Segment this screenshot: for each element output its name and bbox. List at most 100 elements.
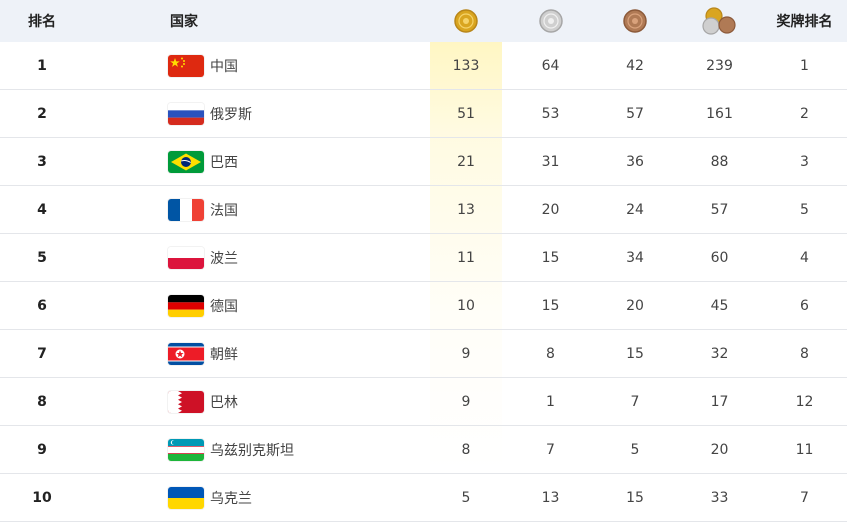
gold-count: 21 [424, 137, 508, 186]
bronze-count: 36 [593, 137, 677, 186]
silver-count: 64 [508, 42, 593, 90]
rank-cell: 8 [0, 377, 84, 426]
bronze-count: 24 [593, 185, 677, 234]
medal-rank-cell: 6 [762, 281, 847, 330]
silver-count: 15 [508, 233, 593, 282]
rank-cell: 5 [0, 233, 84, 282]
country-name[interactable]: 巴林 [210, 394, 238, 411]
bronze-count: 34 [593, 233, 677, 282]
medal-rank-header[interactable]: 奖牌排名 [762, 0, 847, 42]
rank-cell: 4 [0, 185, 84, 234]
silver-count: 20 [508, 185, 593, 234]
total-count: 32 [677, 329, 762, 378]
gold-count: 8 [424, 425, 508, 474]
country-name[interactable]: 朝鲜 [210, 346, 238, 363]
total-count: 57 [677, 185, 762, 234]
rank-cell: 3 [0, 137, 84, 186]
country-cell[interactable]: 巴林 [84, 377, 424, 426]
country-name[interactable]: 德国 [210, 298, 238, 315]
russia-flag-icon [168, 102, 204, 125]
rank-cell: 9 [0, 425, 84, 474]
country-cell[interactable]: 中国 [84, 42, 424, 90]
table-row[interactable]: 9 乌兹别克斯坦 8 7 5 20 11 [0, 425, 847, 474]
rank-cell: 2 [0, 89, 84, 138]
rank-header[interactable]: 排名 [0, 0, 84, 42]
total-count: 33 [677, 473, 762, 522]
country-cell[interactable]: 俄罗斯 [84, 89, 424, 138]
china-flag-icon [168, 54, 204, 77]
gold-count: 9 [424, 329, 508, 378]
silver-medal-icon [538, 9, 563, 33]
medal-rank-cell: 7 [762, 473, 847, 522]
country-cell[interactable]: 朝鲜 [84, 329, 424, 378]
bronze-count: 15 [593, 329, 677, 378]
total-medals-icon [701, 7, 736, 35]
total-count: 161 [677, 89, 762, 138]
medal-rank-cell: 2 [762, 89, 847, 138]
poland-flag-icon [168, 246, 204, 269]
bronze-count: 7 [593, 377, 677, 426]
country-name[interactable]: 波兰 [210, 250, 238, 267]
table-row[interactable]: 2 俄罗斯 51 53 57 161 2 [0, 89, 847, 138]
medal-rank-cell: 5 [762, 185, 847, 234]
rank-cell: 7 [0, 329, 84, 378]
table-row[interactable]: 6 德国 10 15 20 45 6 [0, 281, 847, 330]
bronze-count: 5 [593, 425, 677, 474]
gold-count: 51 [424, 89, 508, 138]
total-count: 239 [677, 42, 762, 90]
gold-count: 10 [424, 281, 508, 330]
silver-count: 8 [508, 329, 593, 378]
country-name[interactable]: 乌克兰 [210, 490, 252, 507]
total-header[interactable] [677, 0, 762, 42]
total-count: 88 [677, 137, 762, 186]
bronze-count: 57 [593, 89, 677, 138]
table-row[interactable]: 4 法国 13 20 24 57 5 [0, 185, 847, 234]
table-row[interactable]: 10 乌克兰 5 13 15 33 7 [0, 473, 847, 522]
bahrain-flag-icon [168, 390, 204, 413]
silver-count: 53 [508, 89, 593, 138]
table-header: 排名 国家 [0, 0, 847, 42]
country-cell[interactable]: 波兰 [84, 233, 424, 282]
table-row[interactable]: 5 波兰 11 15 34 60 4 [0, 233, 847, 282]
bronze-medal-icon [623, 9, 647, 33]
country-name[interactable]: 巴西 [210, 154, 238, 171]
table-row[interactable]: 3 巴西 21 31 36 88 3 [0, 137, 847, 186]
silver-count: 15 [508, 281, 593, 330]
bronze-count: 42 [593, 42, 677, 90]
table-row[interactable]: 1 中国 133 64 42 239 1 [0, 42, 847, 90]
gold-count: 133 [424, 42, 508, 90]
germany-flag-icon [168, 294, 204, 317]
gold-count: 13 [424, 185, 508, 234]
country-name[interactable]: 中国 [210, 58, 238, 75]
ukraine-flag-icon [168, 486, 204, 509]
silver-header[interactable] [508, 0, 593, 42]
total-count: 20 [677, 425, 762, 474]
silver-count: 13 [508, 473, 593, 522]
bronze-header[interactable] [593, 0, 677, 42]
rank-cell: 6 [0, 281, 84, 330]
gold-count: 9 [424, 377, 508, 426]
bronze-count: 15 [593, 473, 677, 522]
gold-header[interactable] [424, 0, 508, 42]
country-name[interactable]: 俄罗斯 [210, 106, 252, 123]
medal-rank-cell: 12 [762, 377, 847, 426]
rank-cell: 10 [0, 473, 84, 522]
medal-rank-cell: 11 [762, 425, 847, 474]
country-cell[interactable]: 德国 [84, 281, 424, 330]
country-cell[interactable]: 乌兹别克斯坦 [84, 425, 424, 474]
country-name[interactable]: 乌兹别克斯坦 [210, 442, 294, 459]
medal-rank-cell: 1 [762, 42, 847, 90]
country-cell[interactable]: 法国 [84, 185, 424, 234]
north-korea-flag-icon [168, 342, 204, 365]
country-cell[interactable]: 巴西 [84, 137, 424, 186]
total-count: 60 [677, 233, 762, 282]
rank-cell: 1 [0, 42, 84, 90]
country-cell[interactable]: 乌克兰 [84, 473, 424, 522]
table-row[interactable]: 7 朝鲜 9 8 15 32 8 [0, 329, 847, 378]
medal-rank-cell: 4 [762, 233, 847, 282]
country-header[interactable]: 国家 [84, 0, 424, 42]
gold-medal-icon [454, 9, 478, 33]
gold-count: 5 [424, 473, 508, 522]
table-row[interactable]: 8 巴林 9 1 7 17 12 [0, 377, 847, 426]
country-name[interactable]: 法国 [210, 202, 238, 219]
